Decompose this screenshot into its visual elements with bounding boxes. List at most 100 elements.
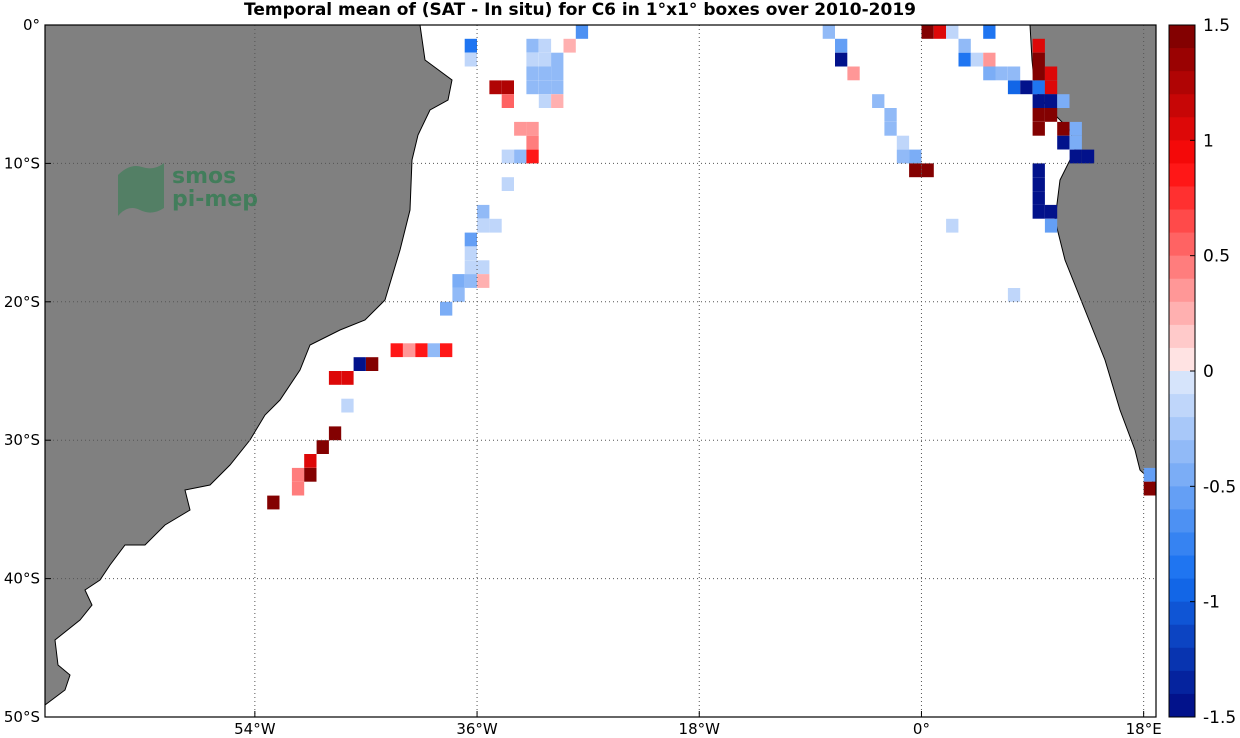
data-cell xyxy=(1057,121,1070,136)
colorbar-swatch xyxy=(1169,578,1195,603)
data-cell xyxy=(538,66,552,81)
data-cell xyxy=(464,38,477,53)
data-cell xyxy=(551,66,564,81)
data-cell xyxy=(1044,94,1058,108)
data-cell xyxy=(328,371,342,385)
lat-tick-labels: 0° 10°S 20°S 30°S 40°S 50°S xyxy=(4,16,51,726)
lat-tick-label: 40°S xyxy=(4,570,40,588)
data-cell xyxy=(970,52,984,67)
data-cell xyxy=(921,25,934,39)
data-cell xyxy=(353,357,366,371)
data-cell xyxy=(526,66,539,81)
data-cell xyxy=(477,260,490,275)
data-cell xyxy=(464,260,477,275)
data-cell xyxy=(501,177,514,191)
data-cell xyxy=(427,343,440,358)
data-cell xyxy=(501,80,514,95)
lon-tick-labels: 54°W 36°W 18°W 0° 18°E xyxy=(234,711,1162,738)
colorbar-swatch xyxy=(1169,463,1195,487)
data-cell xyxy=(526,135,539,150)
data-cell xyxy=(452,274,465,288)
data-cell xyxy=(1020,80,1033,95)
data-cell xyxy=(489,80,502,95)
lon-tick-label: 36°W xyxy=(456,720,498,738)
data-cell xyxy=(1032,177,1045,191)
data-cell xyxy=(946,25,959,39)
colorbar-swatch xyxy=(1169,140,1195,164)
colorbar-swatch xyxy=(1169,532,1195,556)
data-cell xyxy=(489,218,502,233)
data-cell xyxy=(341,398,354,413)
data-cell xyxy=(415,343,428,358)
data-cell xyxy=(1044,218,1058,233)
data-cell xyxy=(514,149,527,164)
colorbar-swatch xyxy=(1169,417,1195,441)
data-cell xyxy=(501,149,514,164)
lon-tick-label: 54°W xyxy=(234,720,276,738)
data-cell xyxy=(835,38,848,53)
data-cell xyxy=(958,52,971,67)
data-cell xyxy=(551,80,564,95)
data-cell xyxy=(1032,80,1045,95)
data-cell xyxy=(526,149,539,164)
colorbar-swatch xyxy=(1169,509,1195,533)
data-cell xyxy=(1044,108,1058,122)
data-cell xyxy=(403,343,416,358)
data-cell xyxy=(872,94,885,108)
data-cell xyxy=(440,301,453,316)
colorbar-tick-label: -0.5 xyxy=(1203,477,1236,497)
logo-line2: pi-mep xyxy=(172,187,258,212)
colorbar-swatch xyxy=(1169,670,1195,695)
data-cells xyxy=(267,25,1156,510)
lat-tick-label: 30°S xyxy=(4,431,40,449)
lat-tick-label: 20°S xyxy=(4,293,40,311)
data-cell xyxy=(538,80,552,95)
lat-tick-label: 50°S xyxy=(4,708,40,726)
data-cell xyxy=(1069,121,1082,136)
data-cell xyxy=(1069,135,1082,150)
data-cell xyxy=(1044,80,1058,95)
data-cell xyxy=(304,454,317,468)
data-cell xyxy=(933,25,947,39)
colorbar-swatch xyxy=(1169,347,1195,372)
lon-tick-label: 0° xyxy=(913,720,930,738)
lon-tick-label: 18°E xyxy=(1126,720,1162,738)
data-cell xyxy=(1044,66,1058,81)
colorbar-swatch xyxy=(1169,693,1195,718)
data-cell xyxy=(958,38,971,53)
colorbar-swatch xyxy=(1169,25,1195,49)
data-cell xyxy=(538,38,552,53)
colorbar-swatch xyxy=(1169,186,1195,210)
data-cell xyxy=(477,218,490,233)
data-cell xyxy=(526,52,539,67)
data-cell xyxy=(1007,288,1021,302)
data-cell xyxy=(822,25,835,39)
data-cell xyxy=(551,52,564,67)
colorbar-swatch xyxy=(1169,94,1195,118)
data-cell xyxy=(1044,204,1058,219)
data-cell xyxy=(1032,66,1045,81)
data-cell xyxy=(1032,121,1045,136)
data-cell xyxy=(291,481,305,496)
data-cell xyxy=(983,66,996,81)
data-cell xyxy=(328,426,342,441)
colorbar-swatch xyxy=(1169,255,1195,280)
lat-tick-label: 0° xyxy=(23,16,40,34)
colorbar-swatch xyxy=(1169,324,1195,349)
colorbar-swatch xyxy=(1169,394,1195,418)
colorbar-swatch xyxy=(1169,301,1195,326)
data-cell xyxy=(1032,52,1045,67)
data-cell xyxy=(946,218,959,233)
data-cell xyxy=(440,343,453,358)
data-cell xyxy=(995,66,1008,81)
data-cell xyxy=(1032,108,1045,122)
colorbar-tick-label: -1 xyxy=(1203,593,1220,613)
colorbar-swatch xyxy=(1169,278,1195,303)
data-cell xyxy=(538,52,552,67)
data-cell xyxy=(896,135,910,150)
data-cell xyxy=(1032,38,1045,53)
colorbar-swatch xyxy=(1169,232,1195,257)
colorbar-tick-label: 0.5 xyxy=(1203,247,1230,267)
data-cell xyxy=(526,121,539,136)
logo-line1: smos xyxy=(172,164,236,189)
